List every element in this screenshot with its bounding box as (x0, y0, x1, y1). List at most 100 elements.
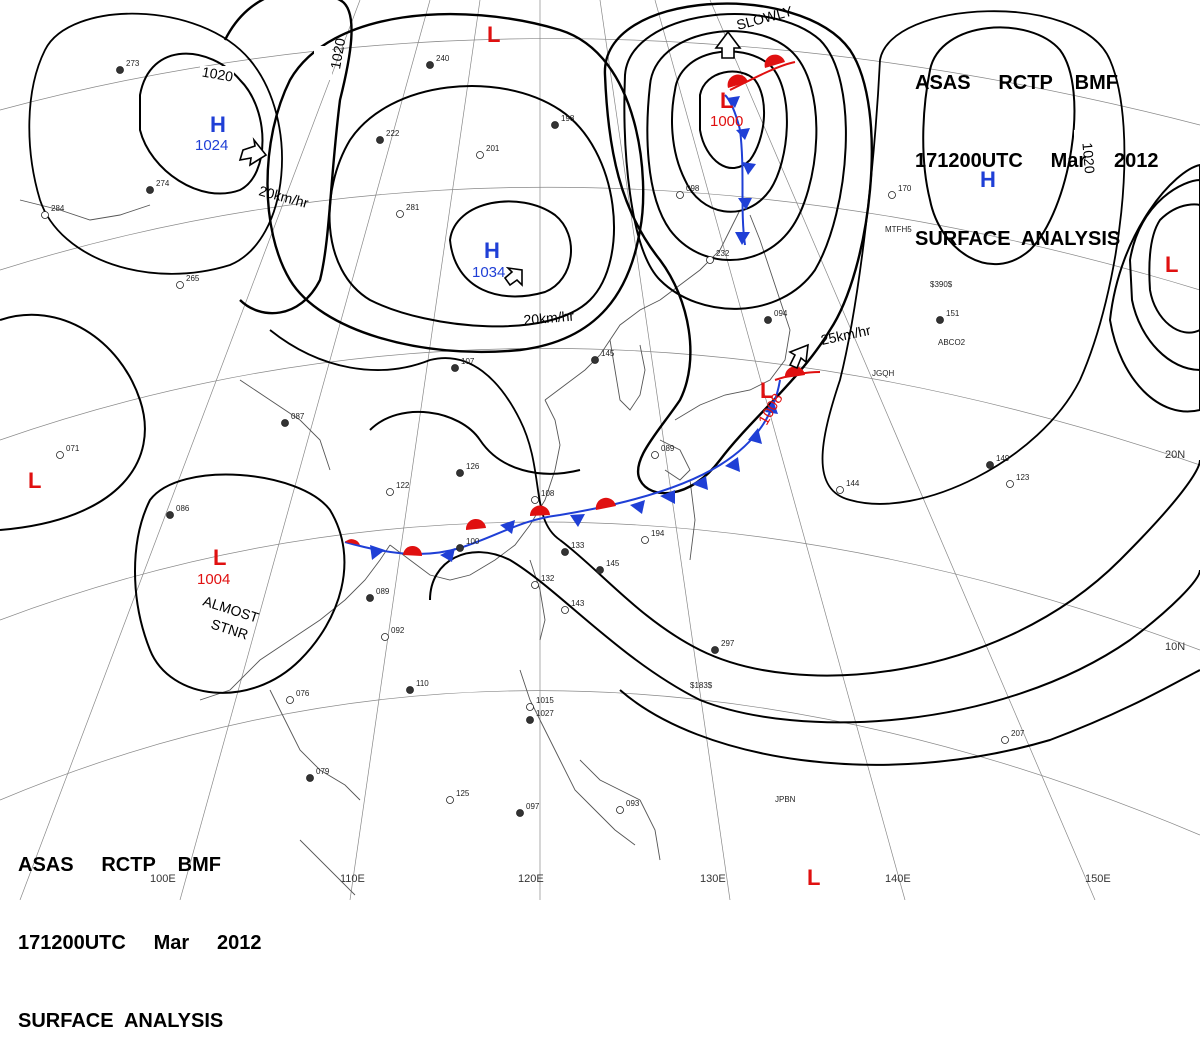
station-marker (451, 364, 459, 372)
station-pressure: 240 (436, 54, 450, 63)
station-marker (936, 316, 944, 324)
station-pressure: 149 (996, 454, 1010, 463)
station-marker (616, 806, 624, 814)
station-marker (531, 496, 539, 504)
movement-label-l1008: 25km/hr (819, 322, 872, 348)
isobar-south-loop2 (429, 551, 1200, 724)
station-pressure: 194 (651, 529, 665, 538)
station-pressure: 297 (721, 639, 735, 648)
station-marker (396, 210, 404, 218)
low-pressure-1000: 1000 (710, 113, 743, 130)
station-marker (561, 606, 569, 614)
isobar-low1000-4 (623, 13, 847, 310)
station-marker (888, 191, 896, 199)
station-marker (366, 594, 374, 602)
station-pressure: 107 (461, 357, 475, 366)
station-marker (706, 256, 714, 264)
station-marker (166, 511, 174, 519)
station-pressure: 143 (571, 599, 585, 608)
low-center-south: L (807, 865, 820, 890)
low-center-west: L (28, 468, 41, 493)
station-pressure: 097 (526, 802, 540, 811)
isobar-h1024-outer (28, 12, 283, 275)
lat-label-10n: 10N (1165, 641, 1185, 653)
isobar-low1000-5 (603, 2, 873, 495)
grid-labels: 110E 120E 130E 140E 150E 100E 20N 10N (150, 449, 1185, 885)
station-pressure: 145 (601, 349, 615, 358)
isobar-label-1020-c: 1020 (1079, 142, 1098, 175)
ship-id: $183$ (690, 681, 713, 690)
station-marker (56, 451, 64, 459)
station-pressure: 071 (66, 444, 80, 453)
isobar-h1034-ring2 (328, 85, 615, 328)
header-title: SURFACE ANALYSIS (915, 228, 1121, 250)
station-marker (176, 281, 184, 289)
station-pressure: 273 (126, 59, 140, 68)
header-agency: ASAS RCTP BMF (18, 854, 221, 876)
cold-front (344, 94, 781, 562)
station-marker (146, 186, 154, 194)
isobar-label-1020-a: 1020 (201, 64, 235, 85)
header-agency: ASAS RCTP BMF (915, 72, 1118, 94)
station-marker (676, 191, 684, 199)
isobar-south-loop (559, 459, 1200, 677)
station-marker (456, 544, 464, 552)
isobar-low1000-1 (699, 70, 766, 170)
station-pressure: 093 (626, 799, 640, 808)
station-marker (406, 686, 414, 694)
station-marker (281, 419, 289, 427)
station-pressure: 087 (291, 412, 305, 421)
station-pressure: 222 (386, 129, 400, 138)
station-marker (381, 633, 389, 641)
station-pressure: 089 (661, 444, 675, 453)
station-pressure: 076 (296, 689, 310, 698)
isobar-mid (369, 410, 581, 475)
high-center-1034: H (484, 238, 500, 263)
lat-label-20n: 20N (1165, 449, 1185, 461)
ship-id: JGQH (872, 369, 894, 378)
station-marker (426, 61, 434, 69)
low-pressure-1004: 1004 (197, 571, 230, 588)
station-marker (764, 316, 772, 324)
station-marker (386, 488, 394, 496)
ship-ids: MTFH5 JGQH ABCO2 JPBN $390$ $183$ (690, 225, 966, 804)
low-center-1004: L (213, 545, 226, 570)
low-center-north: L (487, 22, 500, 47)
isobar-h1034 (448, 200, 572, 298)
high-center-east: H (980, 167, 996, 192)
station-pressure: 207 (1011, 729, 1025, 738)
isobar-far-right-low2 (1128, 178, 1200, 372)
station-pressure: 151 (946, 309, 960, 318)
movement-arrows (238, 30, 809, 370)
lon-label-120e: 120E (518, 873, 544, 885)
lon-label-100e: 100E (150, 873, 176, 885)
station-pressure: 145 (606, 559, 620, 568)
station-pressure: 1027 (536, 709, 554, 718)
lon-label-130e: 130E (700, 873, 726, 885)
station-pressure: 198 (561, 114, 575, 123)
station-marker (986, 461, 994, 469)
pressure-systems: H 1024 H 1034 H L 1000 L 1004 L 1008 L L… (28, 22, 1178, 890)
isobar-big-loop (269, 329, 561, 541)
station-pressure: 170 (898, 184, 912, 193)
station-marker (376, 136, 384, 144)
station-marker (446, 796, 454, 804)
station-marker (836, 486, 844, 494)
station-pressure: 086 (176, 504, 190, 513)
low-center-far-east: L (1165, 252, 1178, 277)
station-marker (286, 696, 294, 704)
station-pressure: 265 (186, 274, 200, 283)
station-pressure: 110 (416, 679, 429, 688)
warm-front (345, 54, 821, 556)
station-marker (116, 66, 124, 74)
header-time: 171200UTC Mar 2012 (18, 932, 262, 954)
movement-label-h1024: 20km/hr (257, 182, 310, 211)
station-plots: 1027 1015 089 092 110 076 079 125 097 093 145 143 13… (41, 54, 1030, 817)
isobar-h1024-inner (139, 52, 264, 195)
isobar-labels: 1020 1020 1020 (200, 37, 1098, 175)
station-marker (41, 211, 49, 219)
isobar-l1004 (134, 473, 346, 694)
station-pressure: 281 (406, 203, 420, 212)
surface-analysis-map: 110E 120E 130E 140E 150E 100E 20N 10N (0, 0, 1200, 900)
station-pressure: 123 (1016, 473, 1030, 482)
